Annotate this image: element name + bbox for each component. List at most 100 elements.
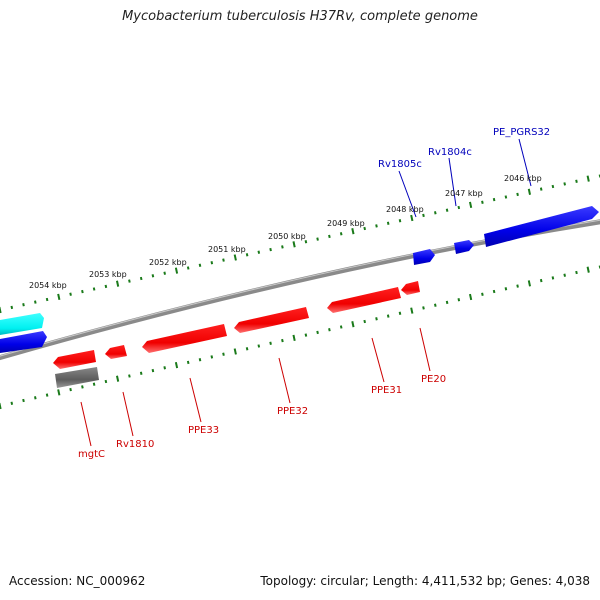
gene-ppe32[interactable] <box>234 307 309 333</box>
label-leader-lines <box>80 138 532 447</box>
outer-ruler-minor-tick <box>45 297 49 302</box>
gene-rv1804c[interactable] <box>454 240 474 254</box>
inner-ruler-minor-tick <box>10 401 14 405</box>
inner-ruler-minor-tick <box>222 352 225 356</box>
outer-ruler-major-tick <box>410 214 414 222</box>
ruler-label-2054: 2054 kbp <box>29 281 67 290</box>
genome-backbone <box>0 219 600 361</box>
outer-ruler-minor-tick <box>457 205 461 210</box>
gene-pe-pgrs32[interactable] <box>484 206 599 247</box>
inner-ruler-major-tick <box>57 389 61 396</box>
gene-pe20[interactable] <box>401 281 420 295</box>
gene-label-ppe33[interactable]: PPE33 <box>188 425 219 436</box>
outer-ruler-minor-tick <box>328 234 331 239</box>
inner-ruler-minor-tick <box>186 360 190 365</box>
outer-ruler-minor-tick <box>104 284 108 289</box>
ruler-label-2047: 2047 kbp <box>445 189 483 198</box>
inner-ruler-minor-tick <box>598 265 600 269</box>
gene-label-pe-pgrs32[interactable]: PE_PGRS32 <box>493 127 550 138</box>
leader-rv1804c <box>448 157 457 207</box>
inner-ruler-minor-tick <box>34 396 37 400</box>
inner-ruler-minor-tick <box>516 284 519 288</box>
gene-label-rv1810[interactable]: Rv1810 <box>116 439 154 450</box>
outer-ruler-minor-tick <box>516 192 519 197</box>
ruler-label-2048: 2048 kbp <box>386 205 424 214</box>
leader-rv1805c <box>398 170 417 218</box>
outer-ruler-minor-tick <box>34 300 37 304</box>
inner-ruler-minor-tick <box>398 311 402 315</box>
inner-ruler-major-tick <box>410 307 414 314</box>
gene-label-pe20[interactable]: PE20 <box>421 374 446 385</box>
outer-ruler-minor-tick <box>386 221 390 225</box>
outer-ruler-minor-tick <box>10 305 14 310</box>
gene-unlabeled-red[interactable] <box>53 350 96 369</box>
gene-rv1810[interactable] <box>105 345 127 359</box>
inner-ruler-minor-tick <box>375 317 378 321</box>
inner-ruler-minor-tick <box>481 292 484 296</box>
inner-ruler-minor-tick <box>69 387 72 392</box>
outer-ruler-major-tick <box>527 188 532 195</box>
leader-mgtc <box>80 401 92 447</box>
inner-ruler-major-tick <box>527 280 532 287</box>
outer-ruler-minor-tick <box>269 247 272 252</box>
leader-rv1810 <box>122 391 134 437</box>
outer-ruler-minor-tick <box>316 237 319 241</box>
inner-ruler-minor-tick <box>281 338 284 343</box>
inner-ruler-minor-tick <box>210 355 214 359</box>
outer-ruler-minor-tick <box>504 195 508 199</box>
gene-ppe33[interactable] <box>142 324 227 353</box>
outer-ruler-minor-tick <box>445 208 449 212</box>
gene-rv1805c[interactable] <box>413 249 435 265</box>
outer-ruler-minor-tick <box>281 245 284 249</box>
inner-ruler-minor-tick <box>551 276 555 280</box>
outer-ruler-minor-tick <box>398 219 402 223</box>
inner-ruler-minor-tick <box>257 344 261 348</box>
gene-ppe31[interactable] <box>327 287 401 313</box>
inner-ruler-minor-tick <box>269 341 272 345</box>
ruler-label-2050: 2050 kbp <box>268 232 306 241</box>
outer-ruler-major-tick <box>351 228 355 235</box>
gene-label-ppe32[interactable]: PPE32 <box>277 406 308 417</box>
ruler-label-2049: 2049 kbp <box>327 219 365 228</box>
outer-ruler-minor-tick <box>339 232 343 236</box>
outer-ruler-minor-tick <box>539 187 543 191</box>
inner-ruler-minor-tick <box>422 306 425 310</box>
genome-summary-text: Topology: circular; Length: 4,411,532 bp… <box>260 574 590 588</box>
inner-ruler-minor-tick <box>22 398 25 403</box>
gene-label-rv1804c[interactable]: Rv1804c <box>428 147 472 158</box>
inner-ruler-minor-tick <box>386 314 390 318</box>
inner-ruler-minor-tick <box>139 371 143 375</box>
inner-ruler-minor-tick <box>163 366 166 370</box>
gene-forward-left[interactable] <box>0 331 47 353</box>
inner-ruler-minor-tick <box>198 358 202 362</box>
inner-ruler-major-tick <box>292 334 296 342</box>
outer-ruler-major-tick <box>57 293 61 301</box>
inner-ruler-minor-tick <box>575 270 578 275</box>
outer-ruler-minor-tick <box>69 292 72 296</box>
inner-ruler-major-tick <box>351 321 355 328</box>
outer-ruler-minor-tick <box>492 197 496 202</box>
gene-label-rv1805c[interactable]: Rv1805c <box>378 159 422 170</box>
gene-label-ppe31[interactable]: PPE31 <box>371 385 402 396</box>
outer-ruler-major-tick <box>174 267 179 274</box>
outer-ruler-major-tick <box>586 175 590 182</box>
outer-ruler-minor-tick <box>434 211 437 215</box>
inner-ruler-major-tick <box>174 361 179 369</box>
outer-ruler-minor-tick <box>198 263 202 267</box>
gene-selected-feature[interactable] <box>0 313 44 335</box>
outer-ruler-minor-tick <box>128 279 131 283</box>
inner-ruler-minor-tick <box>434 303 437 307</box>
map-title: Mycobacterium tuberculosis H37Rv, comple… <box>122 9 478 24</box>
outer-ruler-minor-tick <box>257 250 261 254</box>
leader-pe20 <box>419 327 431 372</box>
inner-ruler-minor-tick <box>504 287 508 291</box>
inner-ruler-minor-tick <box>363 319 366 324</box>
inner-ruler-major-tick <box>586 266 590 273</box>
outer-ruler-major-tick <box>0 306 2 314</box>
inner-ruler-minor-tick <box>151 368 155 373</box>
gene-label-mgtc[interactable]: mgtC <box>78 449 105 460</box>
gene-mgtc[interactable] <box>55 367 99 388</box>
outer-ruler-minor-tick <box>22 303 25 307</box>
outer-ruler-minor-tick <box>375 224 378 228</box>
